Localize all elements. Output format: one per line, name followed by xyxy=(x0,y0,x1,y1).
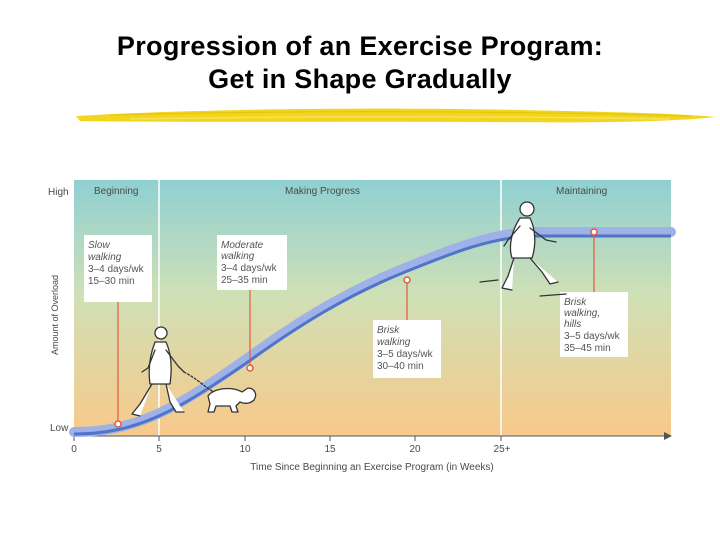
x-tick-label-5: 5 xyxy=(156,444,162,455)
title-underline-brushstroke xyxy=(76,108,716,123)
stage-2-marker xyxy=(246,364,254,372)
x-tick-label-15: 15 xyxy=(324,444,336,455)
x-axis-arrowhead xyxy=(664,432,672,440)
x-tick-label-25-plus: 25+ xyxy=(494,444,511,455)
stage-2-detail-line-1: 3–4 days/wk xyxy=(221,263,278,274)
stage-2-title-line-2: walking xyxy=(221,251,255,262)
stage-1-detail: 3–4 days/wk 15–30 min xyxy=(88,264,146,287)
stage-3-marker xyxy=(403,276,411,284)
stage-2-detail-line-2: 25–35 min xyxy=(221,275,268,286)
x-tick-label-0: 0 xyxy=(71,444,77,455)
progression-curve xyxy=(69,227,676,437)
stage-3-detail: 3–5 days/wk 30–40 min xyxy=(377,349,435,372)
stage-3-title: Brisk walking xyxy=(377,325,411,348)
stage-4-detail-line-1: 3–5 days/wk xyxy=(564,331,621,342)
x-axis-label: Time Since Beginning an Exercise Program… xyxy=(250,462,493,473)
walker-with-dog-illustration xyxy=(131,326,257,417)
stage-1-detail-line-1: 3–4 days/wk xyxy=(88,264,145,275)
title-line-2: Get in Shape Gradually xyxy=(208,64,512,94)
stage-4-title: Brisk walking, hills xyxy=(564,297,603,330)
stage-3-title-line-2: walking xyxy=(377,337,411,348)
hiker-illustration xyxy=(479,201,567,297)
stage-4-detail: 3–5 days/wk 35–45 min xyxy=(564,331,622,354)
y-axis-label: Amount of Overload xyxy=(50,275,60,355)
x-tick-label-20: 20 xyxy=(409,444,421,455)
stage-1-detail-line-2: 15–30 min xyxy=(88,276,135,287)
slide-title: Progression of an Exercise Program: Get … xyxy=(0,30,720,96)
stage-4-box xyxy=(560,292,628,357)
stage-3-title-line-1: Brisk xyxy=(377,325,400,336)
stage-1-box xyxy=(84,235,152,302)
stage-3-detail-line-2: 30–40 min xyxy=(377,361,424,372)
stage-1-title: Slow walking xyxy=(88,240,122,263)
x-axis-ticks xyxy=(73,436,502,441)
stage-4-title-line-2: walking, xyxy=(564,308,600,319)
x-tick-label-10: 10 xyxy=(239,444,251,455)
stage-3-detail-line-1: 3–5 days/wk xyxy=(377,349,434,360)
stage-2-box xyxy=(217,235,287,290)
stage-2-detail: 3–4 days/wk 25–35 min xyxy=(221,263,279,286)
phase-label-maintaining: Maintaining xyxy=(556,186,607,197)
title-line-1: Progression of an Exercise Program: xyxy=(116,31,604,61)
y-axis-high-label: High xyxy=(48,187,69,198)
phase-label-making-progress: Making Progress xyxy=(285,186,360,197)
stage-1-title-line-2: walking xyxy=(88,252,122,263)
stage-3-box xyxy=(373,320,441,378)
stage-2-title-line-1: Moderate xyxy=(221,240,264,251)
stage-4-detail-line-2: 35–45 min xyxy=(564,343,611,354)
stage-1-title-line-1: Slow xyxy=(88,240,110,251)
y-axis-low-label: Low xyxy=(50,423,69,434)
stage-4-marker xyxy=(590,228,598,236)
phase-label-beginning: Beginning xyxy=(94,186,138,197)
stage-2-title: Moderate walking xyxy=(221,240,266,262)
stage-1-marker xyxy=(114,420,122,428)
stage-4-title-line-1: Brisk xyxy=(564,297,587,308)
stage-4-title-line-3: hills xyxy=(564,319,581,330)
